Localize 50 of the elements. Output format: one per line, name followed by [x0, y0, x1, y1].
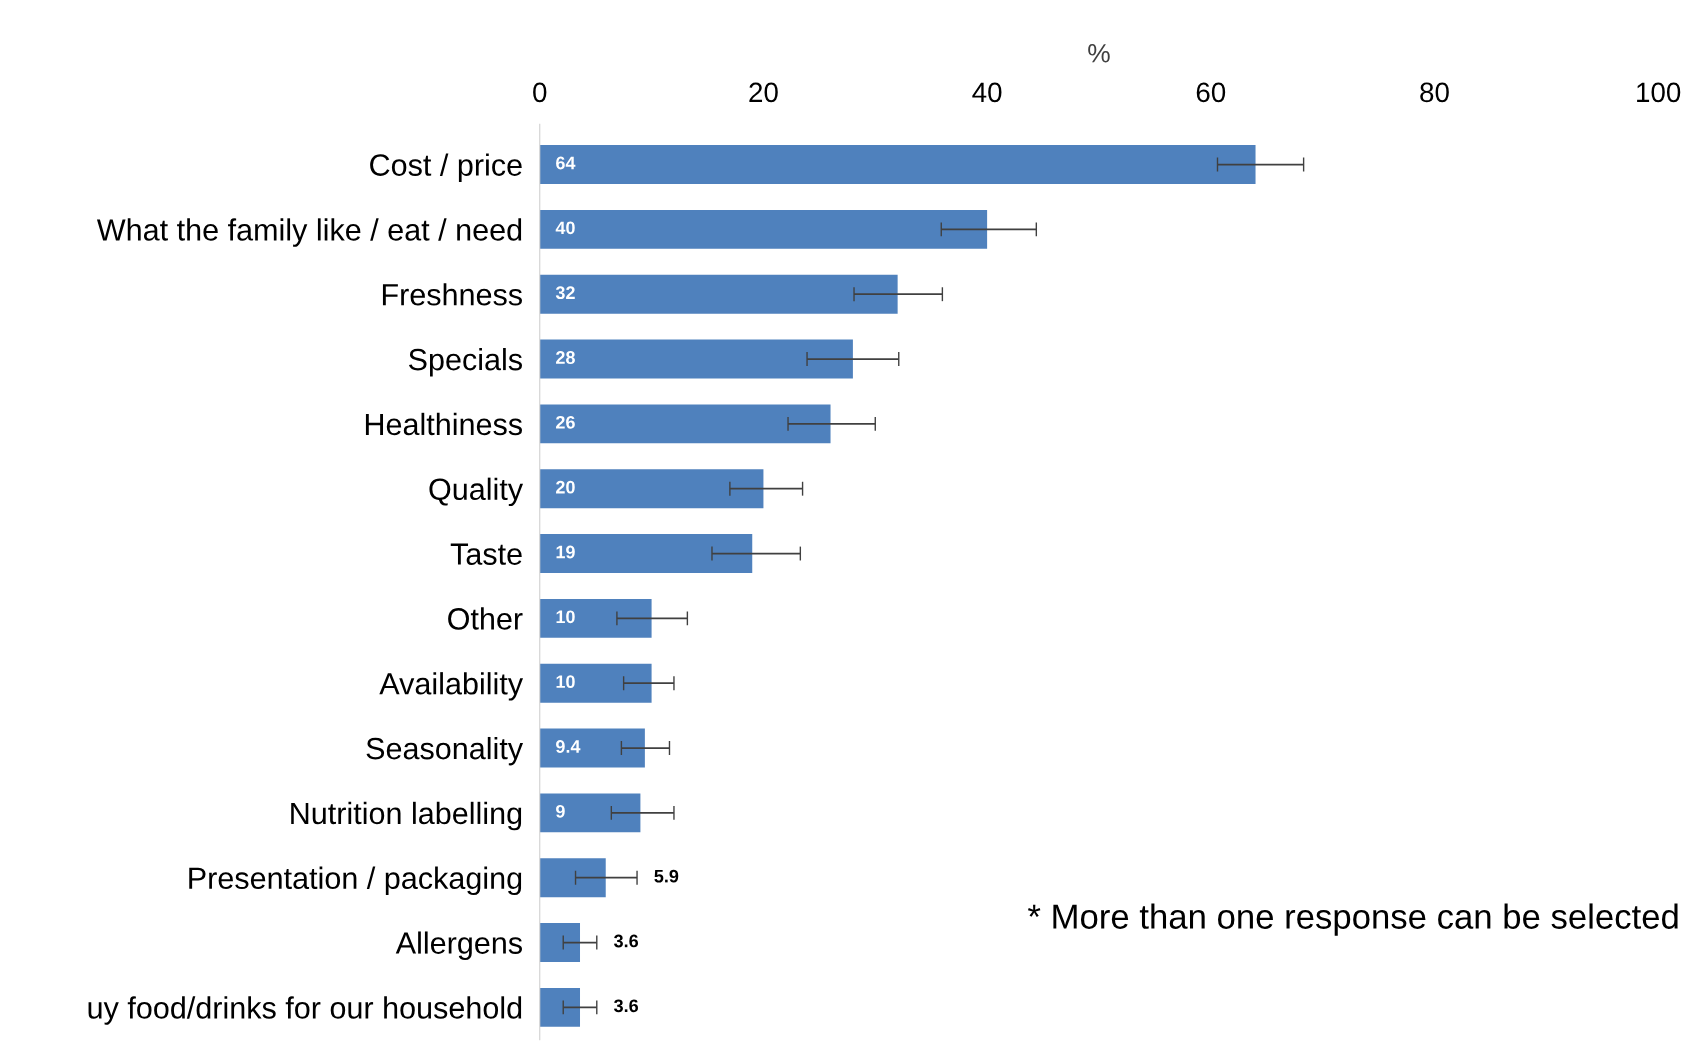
y-tick-label: What the family like / eat / need: [96, 218, 522, 247]
data-label: 32: [555, 286, 575, 300]
data-label: 5.9: [654, 869, 679, 883]
bar: [539, 598, 652, 638]
y-tick-label: Presentation / packaging: [189, 866, 522, 896]
bar: [539, 339, 853, 379]
bar: [539, 663, 652, 703]
y-tick-label: Specials: [408, 347, 522, 377]
data-label: 28: [556, 351, 575, 364]
x-axis-title: %: [1088, 44, 1110, 63]
bar: [539, 858, 606, 898]
y-tick-label: Quality: [429, 477, 524, 507]
x-tick-label: 40: [972, 82, 1002, 103]
data-label: 64: [556, 156, 576, 170]
bar: [539, 728, 645, 768]
y-tick-label: Freshness: [382, 283, 522, 306]
data-label: 10: [556, 610, 575, 624]
data-label: 10: [556, 675, 575, 689]
data-label: 3.6: [613, 999, 639, 1013]
y-tick-label: uy food/drinks for our household: [88, 996, 522, 1025]
y-tick-label: Nutrition labelling: [291, 801, 522, 831]
data-label: 9.4: [556, 740, 581, 753]
data-label: 9: [556, 804, 565, 818]
data-label: 3.6: [613, 934, 639, 948]
annotation: * More than one response can be selected: [1027, 903, 1678, 936]
bar: [539, 274, 898, 314]
y-tick-label: Allergens: [395, 931, 522, 960]
x-tick-label: 0: [533, 82, 547, 103]
bar: [539, 793, 641, 833]
y-tick-label: Healthiness: [365, 412, 522, 436]
y-tick-label: Taste: [450, 543, 522, 565]
bar: [539, 534, 753, 573]
bar: [539, 404, 831, 444]
bar: [539, 987, 581, 1027]
x-tick-label: 80: [1420, 82, 1449, 103]
x-tick-label: 60: [1196, 82, 1226, 103]
y-tick-label: Seasonality: [366, 736, 524, 766]
y-tick-label: Availability: [379, 672, 524, 701]
data-label: 20: [556, 480, 575, 494]
y-tick-label: Other: [448, 607, 523, 630]
x-tick-label: 20: [749, 82, 778, 103]
bar: [539, 923, 581, 962]
data-label: 26: [556, 415, 575, 429]
x-tick-label: 100: [1637, 82, 1681, 103]
bar: [539, 209, 988, 249]
y-tick-label: Cost / price: [370, 153, 522, 182]
data-label: 19: [556, 545, 575, 559]
bar: [539, 469, 764, 509]
bar: [539, 145, 1256, 184]
data-label: 40: [555, 221, 575, 235]
